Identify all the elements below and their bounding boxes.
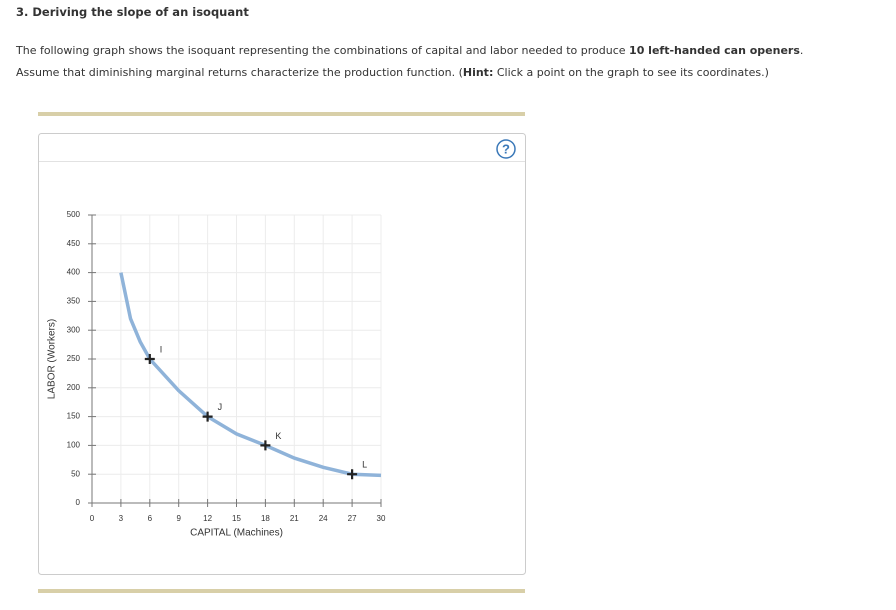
x-tick-label: 9 xyxy=(176,514,181,523)
point-marker xyxy=(347,469,358,480)
text-run: 10 left-handed can openers xyxy=(629,44,800,57)
text-run: Click a point on the graph to see its co… xyxy=(493,66,769,79)
divider xyxy=(38,112,525,116)
point-marker xyxy=(260,440,271,451)
x-tick-label: 27 xyxy=(348,514,357,523)
x-tick-label: 21 xyxy=(290,514,299,523)
x-tick-label: 12 xyxy=(203,514,212,523)
divider xyxy=(38,589,525,593)
x-tick-label: 3 xyxy=(119,514,124,523)
heading: 3. Deriving the slope of an isoquant xyxy=(16,5,249,19)
x-tick-label: 18 xyxy=(261,514,270,523)
point-marker xyxy=(144,354,155,364)
x-axis-label: CAPITAL (Machines) xyxy=(190,528,283,539)
isoquant xyxy=(119,272,382,478)
y-tick-label: 0 xyxy=(76,498,81,507)
y-tick-label: 450 xyxy=(67,239,81,248)
y-tick-label: 100 xyxy=(67,441,81,450)
y-tick-label: 300 xyxy=(67,325,81,334)
point-label: K xyxy=(275,431,281,441)
help-icon[interactable]: ? xyxy=(502,141,510,156)
y-tick-label: 500 xyxy=(67,210,81,219)
point-label: J xyxy=(218,402,223,412)
x-tick-label: 24 xyxy=(319,514,328,523)
x-tick-label: 15 xyxy=(232,514,241,523)
help-button[interactable] xyxy=(496,139,516,159)
point-label: I xyxy=(160,344,163,354)
y-tick-label: 250 xyxy=(67,354,81,363)
y-axis-label: LABOR (Workers) xyxy=(47,319,58,399)
graph-box xyxy=(38,133,526,575)
x-tick-label: 0 xyxy=(90,514,95,523)
point-label: L xyxy=(362,460,367,470)
x-tick-label: 6 xyxy=(148,514,153,523)
y-tick-label: 50 xyxy=(71,469,80,478)
x-tick-label: 30 xyxy=(377,514,386,523)
text-run: Hint: xyxy=(462,66,494,79)
y-tick-label: 200 xyxy=(67,383,81,392)
y-tick-label: 400 xyxy=(67,268,81,277)
instructions: The following graph shows the isoquant r… xyxy=(16,40,846,84)
y-tick-label: 150 xyxy=(67,412,81,421)
point-marker xyxy=(202,411,213,422)
text-run: . Assume that diminishing marginal retur… xyxy=(16,44,804,79)
text-run: The following graph shows the isoquant r… xyxy=(16,44,630,57)
y-tick-label: 350 xyxy=(67,297,81,306)
